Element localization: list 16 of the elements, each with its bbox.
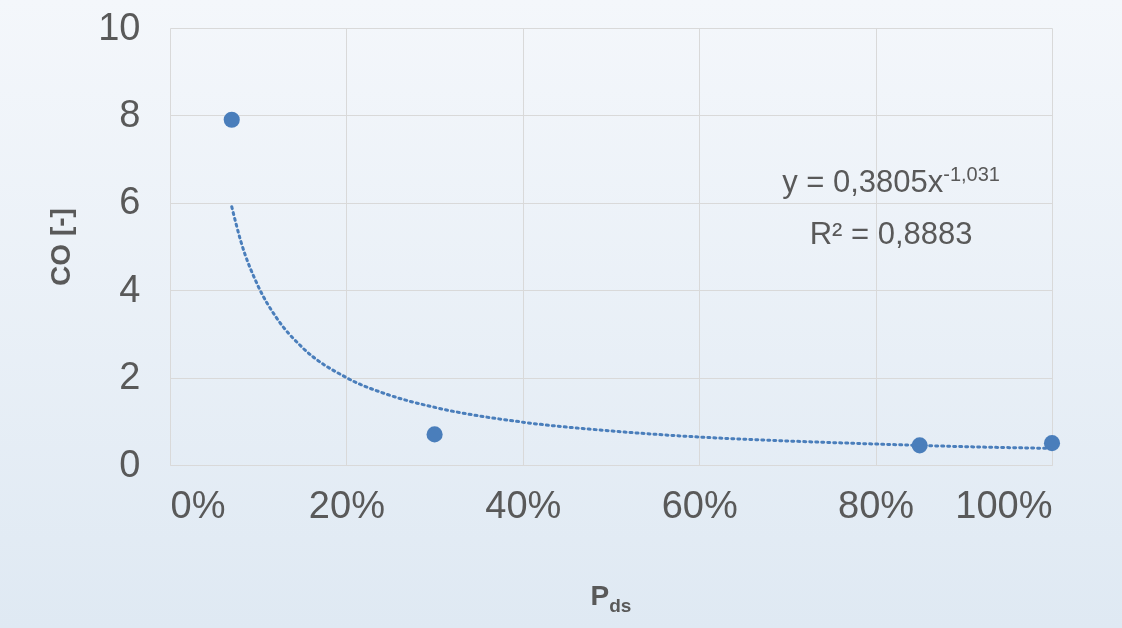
x-tick-label: 100% [955, 483, 1053, 526]
x-tick-label: 20% [308, 483, 385, 526]
annotation: R² = 0,8883 [808, 215, 974, 254]
y-axis-title: CO [-] [45, 208, 77, 286]
y-tick-label: 4 [119, 267, 141, 310]
y-tick-label: 0 [119, 442, 141, 485]
x-tick-label: 0% [170, 483, 226, 526]
x-tick-label: 40% [485, 483, 562, 526]
y-tick-label: 6 [119, 180, 141, 223]
y-tick-label: 10 [98, 5, 141, 48]
x-tick-label: 80% [838, 483, 915, 526]
x-axis-title: P$_{ds}$ [589, 580, 633, 617]
x-tick-label: 60% [661, 483, 738, 526]
annotation: y = 0,3805x$^{-1,031}$ [782, 162, 1000, 202]
y-tick-label: 2 [119, 355, 141, 398]
y-tick-label: 8 [119, 92, 141, 135]
